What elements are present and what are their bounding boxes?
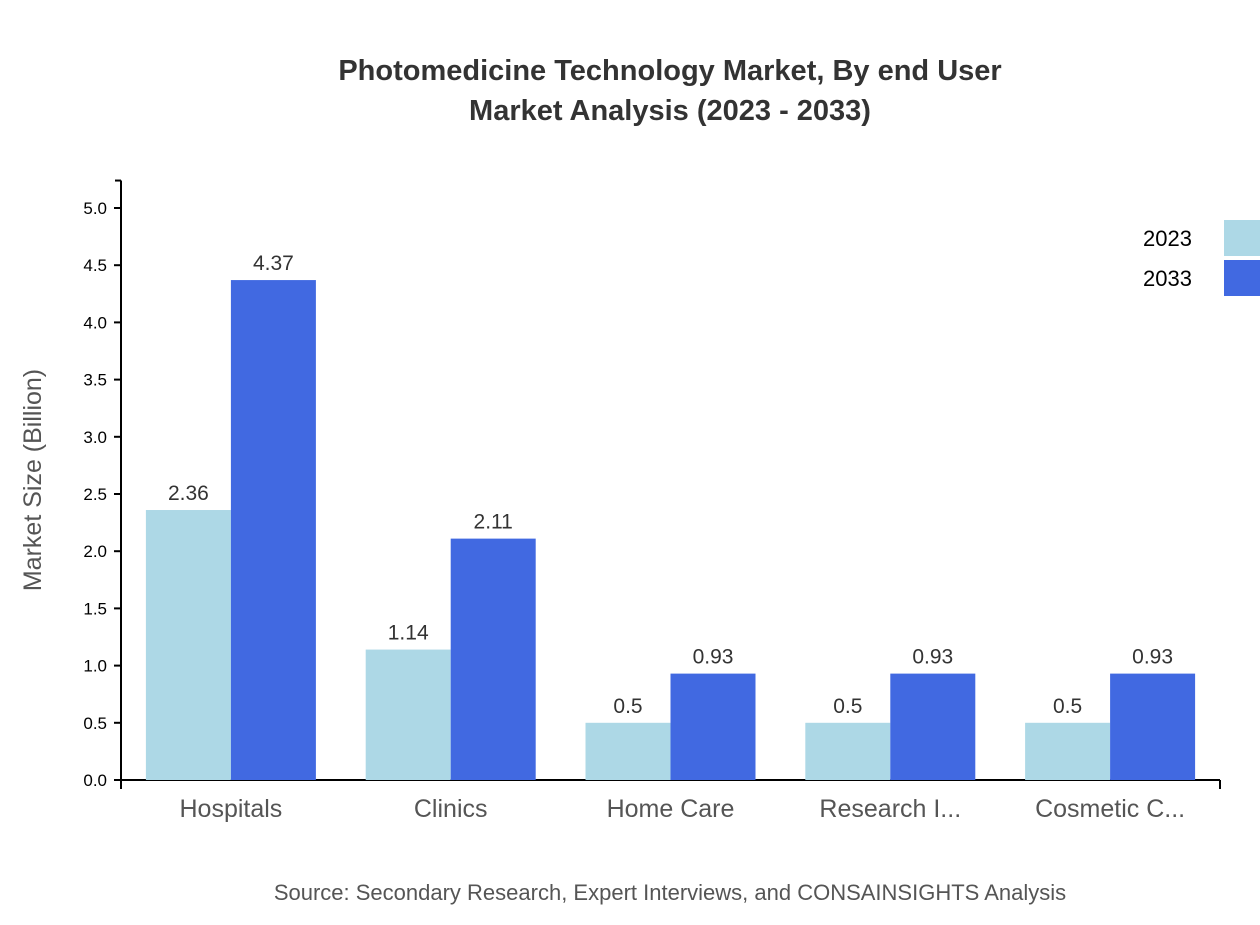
y-tick-label: 1.0: [83, 657, 107, 676]
y-tick-label: 2.5: [83, 485, 107, 504]
y-tick-label: 4.5: [83, 256, 107, 275]
bar-2023: [365, 649, 451, 780]
y-tick-label: 1.5: [83, 599, 107, 618]
x-tick-label: Cosmetic C...: [1035, 795, 1185, 823]
bar-2033: [670, 673, 756, 780]
source-note: Source: Secondary Research, Expert Inter…: [274, 880, 1066, 905]
bar-2033: [230, 280, 316, 780]
legend-swatch: [1224, 260, 1260, 296]
legend-label: 2023: [1143, 226, 1192, 251]
chart-title: Photomedicine Technology Market, By end …: [338, 55, 1001, 87]
chart-subtitle: Market Analysis (2023 - 2033): [469, 95, 871, 127]
data-label: 0.93: [912, 646, 953, 669]
y-tick-label: 3.5: [83, 371, 107, 390]
data-label: 0.5: [613, 695, 642, 718]
y-tick-label: 0.5: [83, 714, 107, 733]
data-label: 0.93: [1132, 646, 1173, 669]
y-tick-label: 3.0: [83, 428, 107, 447]
bar-2023: [145, 510, 231, 780]
data-label: 4.37: [253, 252, 294, 275]
y-tick-label: 2.0: [83, 542, 107, 561]
y-tick-label: 4.0: [83, 313, 107, 332]
legend-swatch: [1224, 220, 1260, 256]
data-label: 2.11: [474, 511, 513, 534]
bar-2023: [805, 722, 891, 780]
data-label: 1.14: [388, 622, 429, 645]
data-label: 2.36: [168, 482, 209, 505]
bar-2033: [890, 673, 976, 780]
y-axis-label: Market Size (Billion): [19, 369, 47, 591]
x-tick-label: Hospitals: [179, 795, 282, 823]
data-label: 0.5: [833, 695, 862, 718]
x-tick-label: Research I...: [819, 795, 961, 823]
legend-label: 2033: [1143, 266, 1192, 291]
y-tick-label: 5.0: [83, 199, 107, 218]
x-tick-label: Home Care: [607, 795, 735, 823]
bar-2033: [1110, 673, 1196, 780]
bar-2023: [1025, 722, 1111, 780]
bar-2033: [450, 538, 536, 780]
data-label: 0.5: [1053, 695, 1082, 718]
data-label: 0.93: [693, 646, 734, 669]
bar-2023: [585, 722, 671, 780]
x-tick-label: Clinics: [414, 795, 488, 823]
y-tick-label: 0.0: [83, 771, 107, 790]
